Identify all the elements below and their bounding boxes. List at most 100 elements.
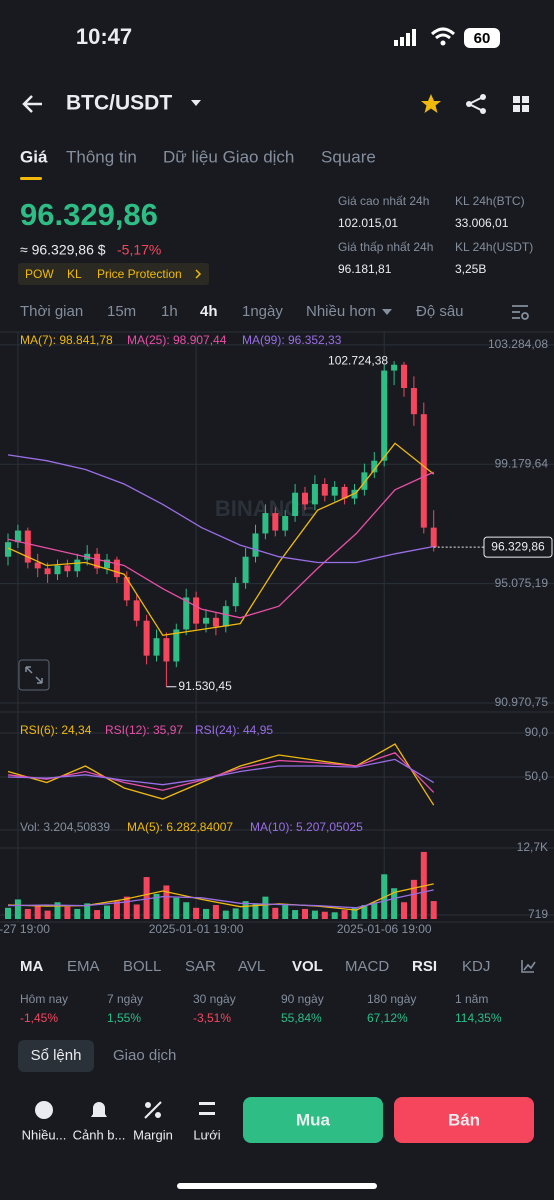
x-tick-label: 2025-01-01 19:00 xyxy=(149,922,244,936)
volume-bar xyxy=(272,907,279,919)
candle-body xyxy=(173,629,180,662)
candle-body xyxy=(282,516,289,531)
candle-body xyxy=(381,370,388,461)
tab[interactable]: Dữ liệu Giao dịch xyxy=(163,147,294,166)
indicator-tab[interactable]: MA xyxy=(20,958,43,975)
interval-tab[interactable]: Độ sâu xyxy=(416,303,464,320)
candle-body xyxy=(14,530,21,543)
volume-bar xyxy=(331,912,338,919)
chart-settings[interactable] xyxy=(521,960,536,973)
share-icon[interactable] xyxy=(466,94,486,114)
y-tick-label: 103.284,08 xyxy=(488,337,548,351)
tag: Price Protection xyxy=(97,267,182,281)
candle-body xyxy=(133,600,140,621)
battery-level: 60 xyxy=(474,30,491,47)
performance-value: 114,35% xyxy=(455,1011,502,1025)
price-usd: ≈ 96.329,86 $ xyxy=(20,242,106,258)
candle-body xyxy=(143,620,150,656)
indicator-tab[interactable]: AVL xyxy=(238,958,265,975)
y-tick-label: 50,0 xyxy=(525,769,549,783)
dropdown xyxy=(382,309,392,315)
sell-label[interactable]: Bán xyxy=(448,1110,480,1129)
performance-label: 30 ngày xyxy=(193,992,236,1006)
rsi-legend: RSI(12): 35,97 xyxy=(105,723,183,737)
indicator-tab[interactable]: KDJ xyxy=(462,958,490,975)
sell-button[interactable] xyxy=(394,1097,534,1143)
tab[interactable]: Square xyxy=(321,147,376,166)
rsi-line xyxy=(7,752,435,793)
volume-bar xyxy=(371,902,378,919)
favorite-star[interactable] xyxy=(421,94,441,113)
interval-tab[interactable]: Thời gian xyxy=(20,303,83,320)
volume-ma-legend: MA(5): 6.282,84007 xyxy=(127,820,233,834)
volume-bar xyxy=(183,902,190,919)
tag: POW xyxy=(25,267,54,281)
candle-body xyxy=(430,527,437,548)
book-tab-active[interactable] xyxy=(18,1040,94,1072)
settings-icon[interactable] xyxy=(512,305,529,320)
interval-tab[interactable]: Nhiều hơn xyxy=(306,303,376,320)
candle-body xyxy=(391,364,398,371)
buy-button[interactable] xyxy=(243,1097,383,1143)
stat-label: Giá thấp nhất 24h xyxy=(338,240,433,254)
volume-bar xyxy=(232,908,239,919)
stat-label: KL 24h(BTC) xyxy=(455,194,525,208)
volume-bar xyxy=(84,903,91,919)
indicator-tab[interactable]: RSI xyxy=(412,958,437,975)
volume-bar xyxy=(222,910,229,919)
volume-ma-line xyxy=(7,889,434,909)
book-tab[interactable]: Giao dịch xyxy=(113,1047,176,1064)
clock: 10:47 xyxy=(76,24,132,49)
volume-bar xyxy=(302,908,308,919)
candle-body xyxy=(232,582,239,607)
indicator-tab[interactable]: MACD xyxy=(345,958,389,975)
volume-bar xyxy=(34,905,41,919)
expand-button[interactable] xyxy=(18,659,50,691)
action-label[interactable]: Margin xyxy=(133,1127,173,1142)
buy-label[interactable]: Mua xyxy=(296,1110,331,1129)
interval-tab[interactable]: 15m xyxy=(107,303,136,320)
indicator-tab[interactable]: SAR xyxy=(185,958,216,975)
volume-bar xyxy=(321,911,328,919)
book-tab[interactable]: Sổ lệnh xyxy=(31,1047,82,1064)
performance-label: Hôm nay xyxy=(20,992,68,1006)
candle-body xyxy=(44,568,51,575)
candle-body xyxy=(54,565,61,575)
stat-label: KL 24h(USDT) xyxy=(455,240,533,254)
candle-body xyxy=(203,617,209,624)
pair-dropdown[interactable] xyxy=(191,100,201,106)
interval-tab[interactable]: 1h xyxy=(161,303,178,320)
ma-line xyxy=(7,471,434,619)
ma-line xyxy=(7,442,435,637)
volume-bar xyxy=(410,879,417,919)
performance-label: 90 ngày xyxy=(281,992,324,1006)
candle-body xyxy=(24,530,31,563)
indicator-tab[interactable]: EMA xyxy=(67,958,100,975)
interval-tab[interactable]: 4h xyxy=(200,303,218,320)
action-label[interactable]: Lưới xyxy=(193,1127,220,1142)
tab[interactable]: Thông tin xyxy=(66,147,137,166)
indicator-tab[interactable]: BOLL xyxy=(123,958,161,975)
pair-title[interactable]: BTC/USDT xyxy=(66,92,172,115)
volume-legend: Vol: 3.204,50839 xyxy=(20,820,110,834)
interval-tab[interactable]: 1ngày xyxy=(242,303,283,320)
action-icons xyxy=(35,1101,215,1119)
candle-body xyxy=(321,484,328,496)
candle-body xyxy=(104,559,110,569)
tab[interactable]: Giá xyxy=(20,147,48,166)
volume-bar xyxy=(173,897,180,919)
performance-label: 1 năm xyxy=(455,992,488,1006)
back-button[interactable] xyxy=(22,95,42,113)
indicator-tab[interactable]: VOL xyxy=(292,958,323,975)
volume-bar xyxy=(341,910,348,919)
tab-underline xyxy=(20,177,42,180)
grid-icon[interactable] xyxy=(513,96,529,112)
stat-value: 3,25B xyxy=(455,262,486,276)
action-label[interactable]: Cảnh b... xyxy=(73,1127,126,1142)
action-label[interactable]: Nhiều... xyxy=(22,1127,67,1142)
volume-bar xyxy=(361,905,368,919)
volume-bar xyxy=(143,877,150,919)
candle-body xyxy=(302,492,308,505)
